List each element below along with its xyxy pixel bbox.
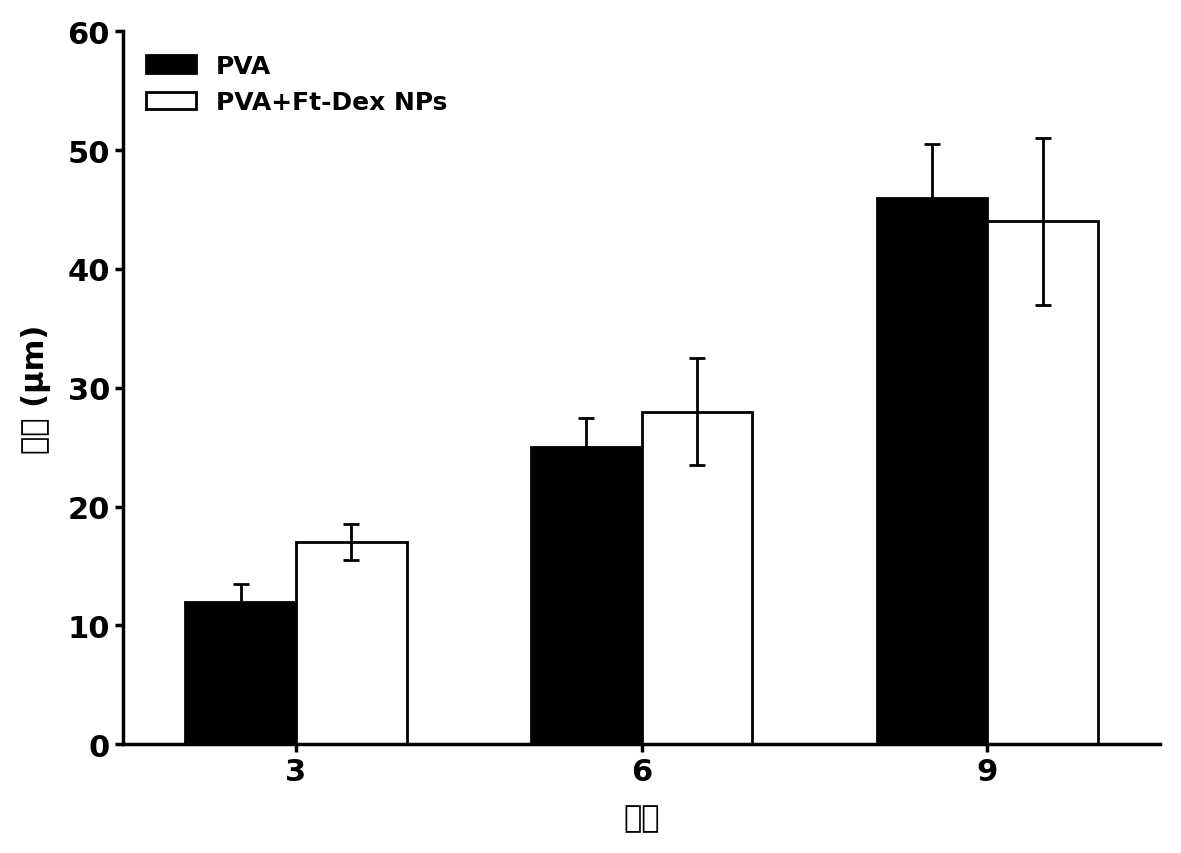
X-axis label: 层数: 层数 xyxy=(624,804,660,833)
Bar xyxy=(987,222,1098,745)
Legend: PVA, PVA+Ft-Dex NPs: PVA, PVA+Ft-Dex NPs xyxy=(136,44,457,125)
Bar xyxy=(876,199,987,745)
Bar xyxy=(296,543,406,745)
Y-axis label: 厨度 (μm): 厨度 (μm) xyxy=(21,324,51,453)
Bar xyxy=(641,412,752,745)
Bar xyxy=(185,602,296,745)
Bar xyxy=(531,448,641,745)
